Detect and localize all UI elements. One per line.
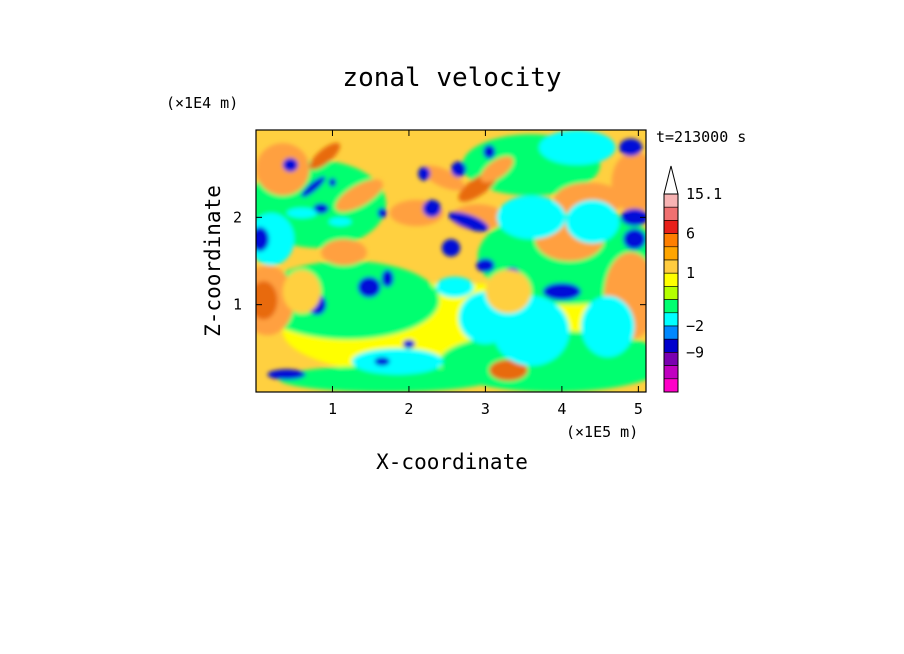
contour-region-strong-neg (418, 166, 431, 181)
contour-region-strong-neg (422, 199, 442, 218)
colorbar-label: −9 (686, 343, 704, 361)
contour-region-strong-neg (374, 357, 390, 366)
x-unit-label: (×1E5 m) (566, 423, 638, 441)
contour-region-pos (321, 239, 367, 266)
contour-region-pos (256, 143, 310, 196)
colorbar-label: 6 (686, 225, 695, 243)
contour-region-neg (328, 217, 352, 227)
contour-region-strong-neg (301, 176, 326, 198)
contour-region-neg (538, 130, 616, 165)
colorbar-segment (663, 206, 679, 221)
contour-region-strong-neg (256, 226, 269, 252)
contour-region-weak-pos (282, 269, 321, 314)
contour-region-strong-neg (357, 276, 381, 298)
colorbar-segment (663, 299, 679, 314)
contour-region-strong-neg (476, 258, 495, 273)
contour-region-neg (351, 348, 444, 375)
contour-region-strong-neg (381, 269, 394, 288)
y-tick-label: 1 (233, 296, 242, 314)
contour-region-pos (480, 156, 514, 183)
colorbar-segment (663, 220, 679, 234)
colorbar-segment (663, 259, 679, 274)
colorbar-segment (663, 365, 679, 380)
colorbar-segment (663, 286, 679, 300)
colorbar-segment (663, 272, 679, 287)
contour-region-strong-neg (620, 208, 646, 227)
colorbar-label: 1 (686, 264, 695, 282)
colorbar-label: −2 (686, 317, 704, 335)
colorbar-extend-arrow (663, 165, 679, 195)
x-axis-label: X-coordinate (376, 450, 528, 474)
colorbar: 15.1 6 1 −2 −9 (663, 165, 722, 393)
contour-region-strong-neg (441, 239, 461, 257)
contour-region-strong-neg (313, 203, 329, 214)
contour-region-strong-neg (623, 228, 646, 250)
x-tick-label: 3 (481, 400, 490, 418)
time-label: t=213000 s (656, 128, 746, 146)
y-tick-label: 2 (233, 208, 242, 226)
contour-region-strong-pos (489, 359, 528, 381)
contour-region-strong-neg (483, 144, 496, 159)
contour-region-pos (422, 165, 465, 191)
chart-title: zonal velocity (342, 63, 561, 93)
colorbar-segment (663, 352, 679, 366)
contour-region-strong-neg (619, 138, 643, 157)
x-tick-label: 5 (634, 400, 643, 418)
contour-region-strong-neg (377, 207, 387, 219)
contour-region-weak-neg (278, 365, 494, 392)
colorbar-segment (663, 312, 679, 327)
contour-region-strong-neg (451, 161, 467, 178)
colorbar-frame (663, 193, 679, 393)
colorbar-segment (663, 338, 679, 353)
colorbar-segment (663, 193, 679, 208)
contour-region-strong-pos (309, 142, 341, 170)
contour-region-strong-neg (402, 339, 416, 349)
contour-region-neg (435, 276, 474, 298)
contour-region-strong-pos (256, 281, 278, 320)
x-tick-label: 2 (404, 400, 413, 418)
contour-region-strong-neg (448, 211, 489, 232)
x-axis: 1 2 3 4 5 (328, 130, 643, 418)
contour-region-neg (493, 295, 570, 366)
x-tick-label: 1 (328, 400, 337, 418)
contour-region-neg (496, 195, 566, 240)
plot-frame (255, 129, 647, 393)
colorbar-segment (663, 325, 679, 340)
heatmap-field (256, 130, 646, 392)
y-axis: 12 (233, 208, 646, 314)
colorbar-segment (663, 233, 679, 248)
contour-region-strong-neg (282, 157, 299, 172)
y-unit-label: (×1E4 m) (166, 94, 238, 112)
contour-region-strong-neg (328, 178, 337, 187)
contour-region-neg (565, 199, 620, 244)
contour-region-pos (335, 179, 383, 212)
contour-region-neg (286, 207, 318, 219)
contour-region-weak-pos (485, 269, 532, 314)
y-axis-label: Z-coordinate (201, 185, 225, 337)
contour-region-strong-neg (542, 282, 581, 301)
x-tick-label: 4 (557, 400, 566, 418)
colorbar-segment (663, 378, 679, 393)
contour-region-neg (581, 295, 635, 358)
colorbar-label: 15.1 (686, 185, 722, 203)
colorbar-segment (663, 246, 679, 261)
contour-region-neg (256, 212, 295, 266)
contour-region-strong-neg (267, 369, 306, 380)
